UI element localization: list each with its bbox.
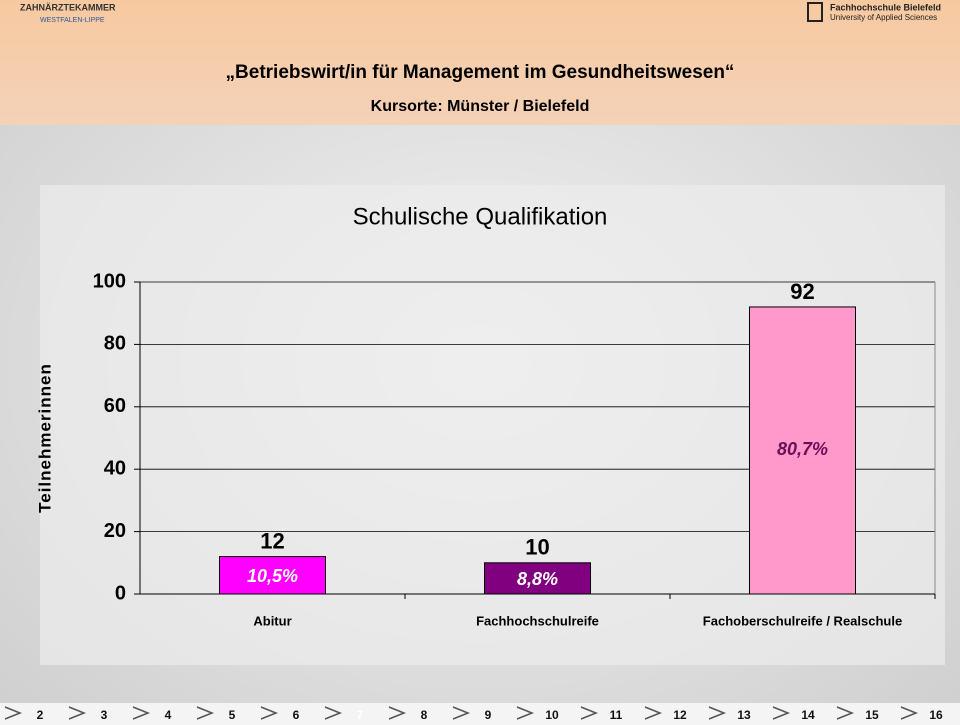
y-axis-label: Teilnehmerinnen — [35, 363, 54, 513]
nav-arrow — [260, 706, 279, 720]
nav-page[interactable]: 10 — [545, 708, 559, 722]
nav-arrow — [644, 706, 663, 720]
percent-label: 80,7% — [777, 439, 828, 459]
nav-page[interactable]: 7 — [357, 708, 364, 722]
logo-right: Fachhochschule Bielefeld — [830, 2, 941, 12]
nav-arrow — [196, 706, 215, 720]
bar — [484, 562, 591, 595]
logo-left-sub: WESTFALEN-LIPPE — [40, 17, 105, 24]
slide-subtitle: Kursorte: Münster / Bielefeld — [371, 98, 590, 115]
nav-arrow — [132, 706, 151, 720]
nav-page[interactable]: 12 — [673, 708, 687, 722]
nav-page[interactable]: 5 — [229, 708, 236, 722]
percent-label: 8,8% — [517, 569, 558, 589]
nav-arrow — [4, 706, 23, 720]
nav-arrow — [388, 706, 407, 720]
nav-page[interactable]: 13 — [737, 708, 751, 722]
nav-arrow — [580, 706, 599, 720]
value-label: 10 — [525, 535, 549, 560]
logo-icon — [807, 2, 823, 22]
nav-page[interactable]: 3 — [101, 708, 108, 722]
value-label: 92 — [790, 279, 814, 304]
nav-page[interactable]: 14 — [801, 708, 815, 722]
nav-page[interactable]: 9 — [485, 708, 492, 722]
nav-arrow — [772, 706, 791, 720]
value-label: 12 — [260, 528, 284, 553]
x-tick-label: Fachoberschulreife / Realschule — [703, 613, 902, 628]
nav-page[interactable]: 16 — [929, 708, 943, 722]
y-tick-label: 40 — [104, 457, 126, 479]
y-tick-label: 100 — [93, 270, 126, 292]
x-tick-label: Abitur — [253, 613, 291, 628]
nav-page[interactable]: 4 — [165, 708, 172, 722]
nav-arrow — [516, 706, 535, 720]
logo-left: ZAHNÄRZTEKAMMER — [20, 2, 116, 12]
nav-arrow — [836, 706, 855, 720]
nav-arrow — [452, 706, 471, 720]
nav-arrow — [324, 706, 343, 720]
percent-label: 10,5% — [247, 566, 298, 586]
y-tick-label: 0 — [115, 582, 126, 604]
nav-arrow — [708, 706, 727, 720]
nav-arrow — [900, 706, 919, 720]
bar — [219, 556, 326, 595]
logo-right-sub: University of Applied Sciences — [830, 13, 937, 22]
nav-page[interactable]: 8 — [421, 708, 428, 722]
y-tick-label: 80 — [104, 333, 126, 355]
nav-page[interactable]: 11 — [610, 708, 623, 722]
slide-title: „Betriebswirt/in für Management im Gesun… — [226, 62, 735, 83]
nav-page[interactable]: 2 — [37, 708, 44, 722]
nav-arrow — [68, 706, 87, 720]
y-tick-label: 20 — [104, 520, 126, 542]
y-tick-label: 60 — [104, 395, 126, 417]
bar — [749, 306, 856, 595]
chart-title: Schulische Qualifikation — [353, 203, 608, 230]
nav-bar — [0, 703, 960, 725]
header-band — [0, 0, 960, 125]
nav-page[interactable]: 6 — [293, 708, 300, 722]
x-tick-label: Fachhochschulreife — [476, 613, 599, 628]
nav-page[interactable]: 15 — [865, 708, 879, 722]
